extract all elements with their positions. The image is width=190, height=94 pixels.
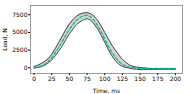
svg-text:75: 75 (83, 75, 91, 82)
svg-text:25: 25 (48, 75, 56, 82)
svg-text:0: 0 (32, 75, 36, 82)
svg-text:7500: 7500 (12, 11, 27, 18)
svg-text:50: 50 (66, 75, 74, 82)
svg-text:2500: 2500 (12, 46, 27, 53)
svg-text:0: 0 (24, 64, 28, 71)
svg-text:5000: 5000 (12, 28, 27, 35)
svg-text:150: 150 (134, 75, 146, 82)
svg-text:Load, N: Load, N (1, 28, 8, 51)
svg-text:200: 200 (170, 75, 182, 82)
svg-text:175: 175 (152, 75, 164, 82)
svg-text:Time, ms: Time, ms (92, 87, 120, 94)
svg-text:100: 100 (99, 75, 111, 82)
svg-text:125: 125 (117, 75, 129, 82)
